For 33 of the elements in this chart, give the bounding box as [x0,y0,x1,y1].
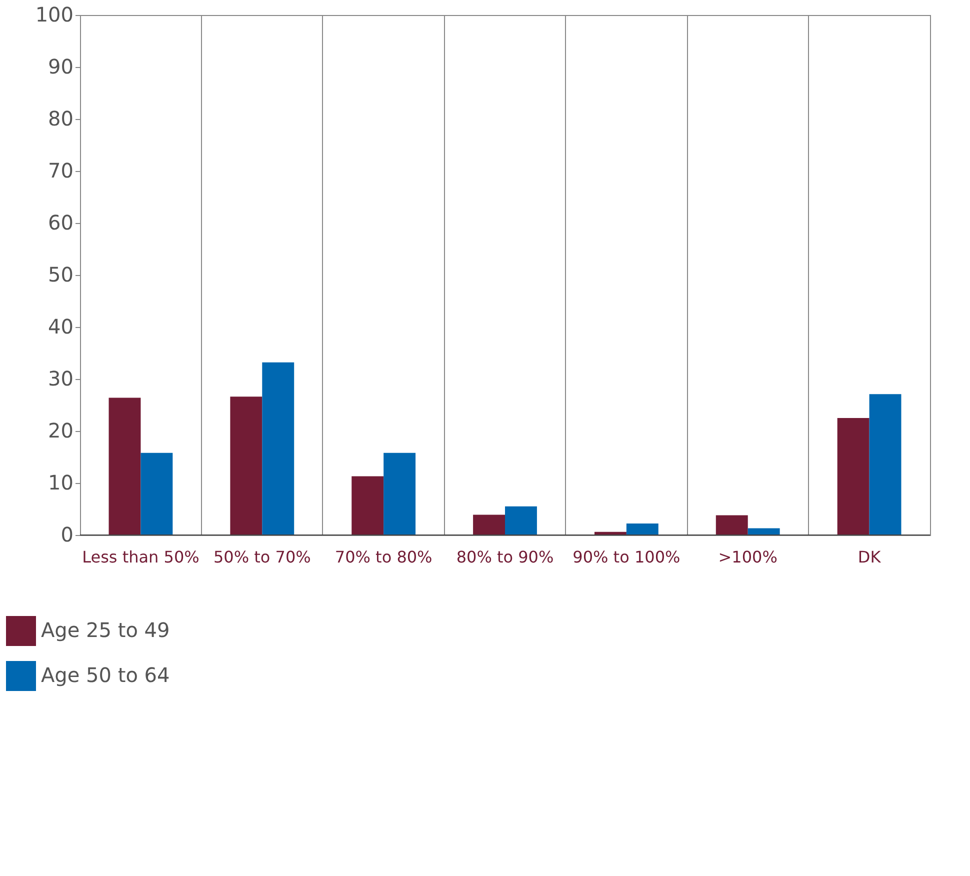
y-tick-label: 30 [48,366,74,390]
bar [869,394,902,535]
x-tick-label: Less than 50% [82,548,200,566]
x-tick-label: 70% to 80% [334,548,432,566]
legend-label: Age 50 to 64 [41,663,170,687]
y-tick-label: 0 [60,522,74,546]
legend-label: Age 25 to 49 [41,618,170,642]
bar [626,524,658,535]
bar [230,396,262,535]
y-tick-label: 90 [48,54,74,78]
bar [716,515,748,535]
x-tick-label: 90% to 100% [572,548,680,566]
bar [505,506,537,535]
x-tick-label: 80% to 90% [456,548,554,566]
y-tick-label: 70 [48,158,74,182]
bar [352,476,384,535]
bar [140,452,173,535]
y-tick-label: 100 [35,2,74,26]
x-tick-label: >100% [718,548,778,566]
bar [384,452,416,535]
bar [108,398,141,535]
x-tick-label: DK [858,548,882,566]
bar [748,528,780,535]
y-tick-label: 40 [48,314,74,338]
bar [837,418,870,535]
y-tick-label: 10 [48,470,74,494]
y-tick-label: 20 [48,418,74,442]
y-tick-label: 80 [48,106,74,130]
bar [473,514,505,535]
y-tick-label: 50 [48,262,74,286]
x-tick-label: 50% to 70% [213,548,311,566]
y-tick-label: 60 [48,210,74,234]
bar [262,362,294,535]
